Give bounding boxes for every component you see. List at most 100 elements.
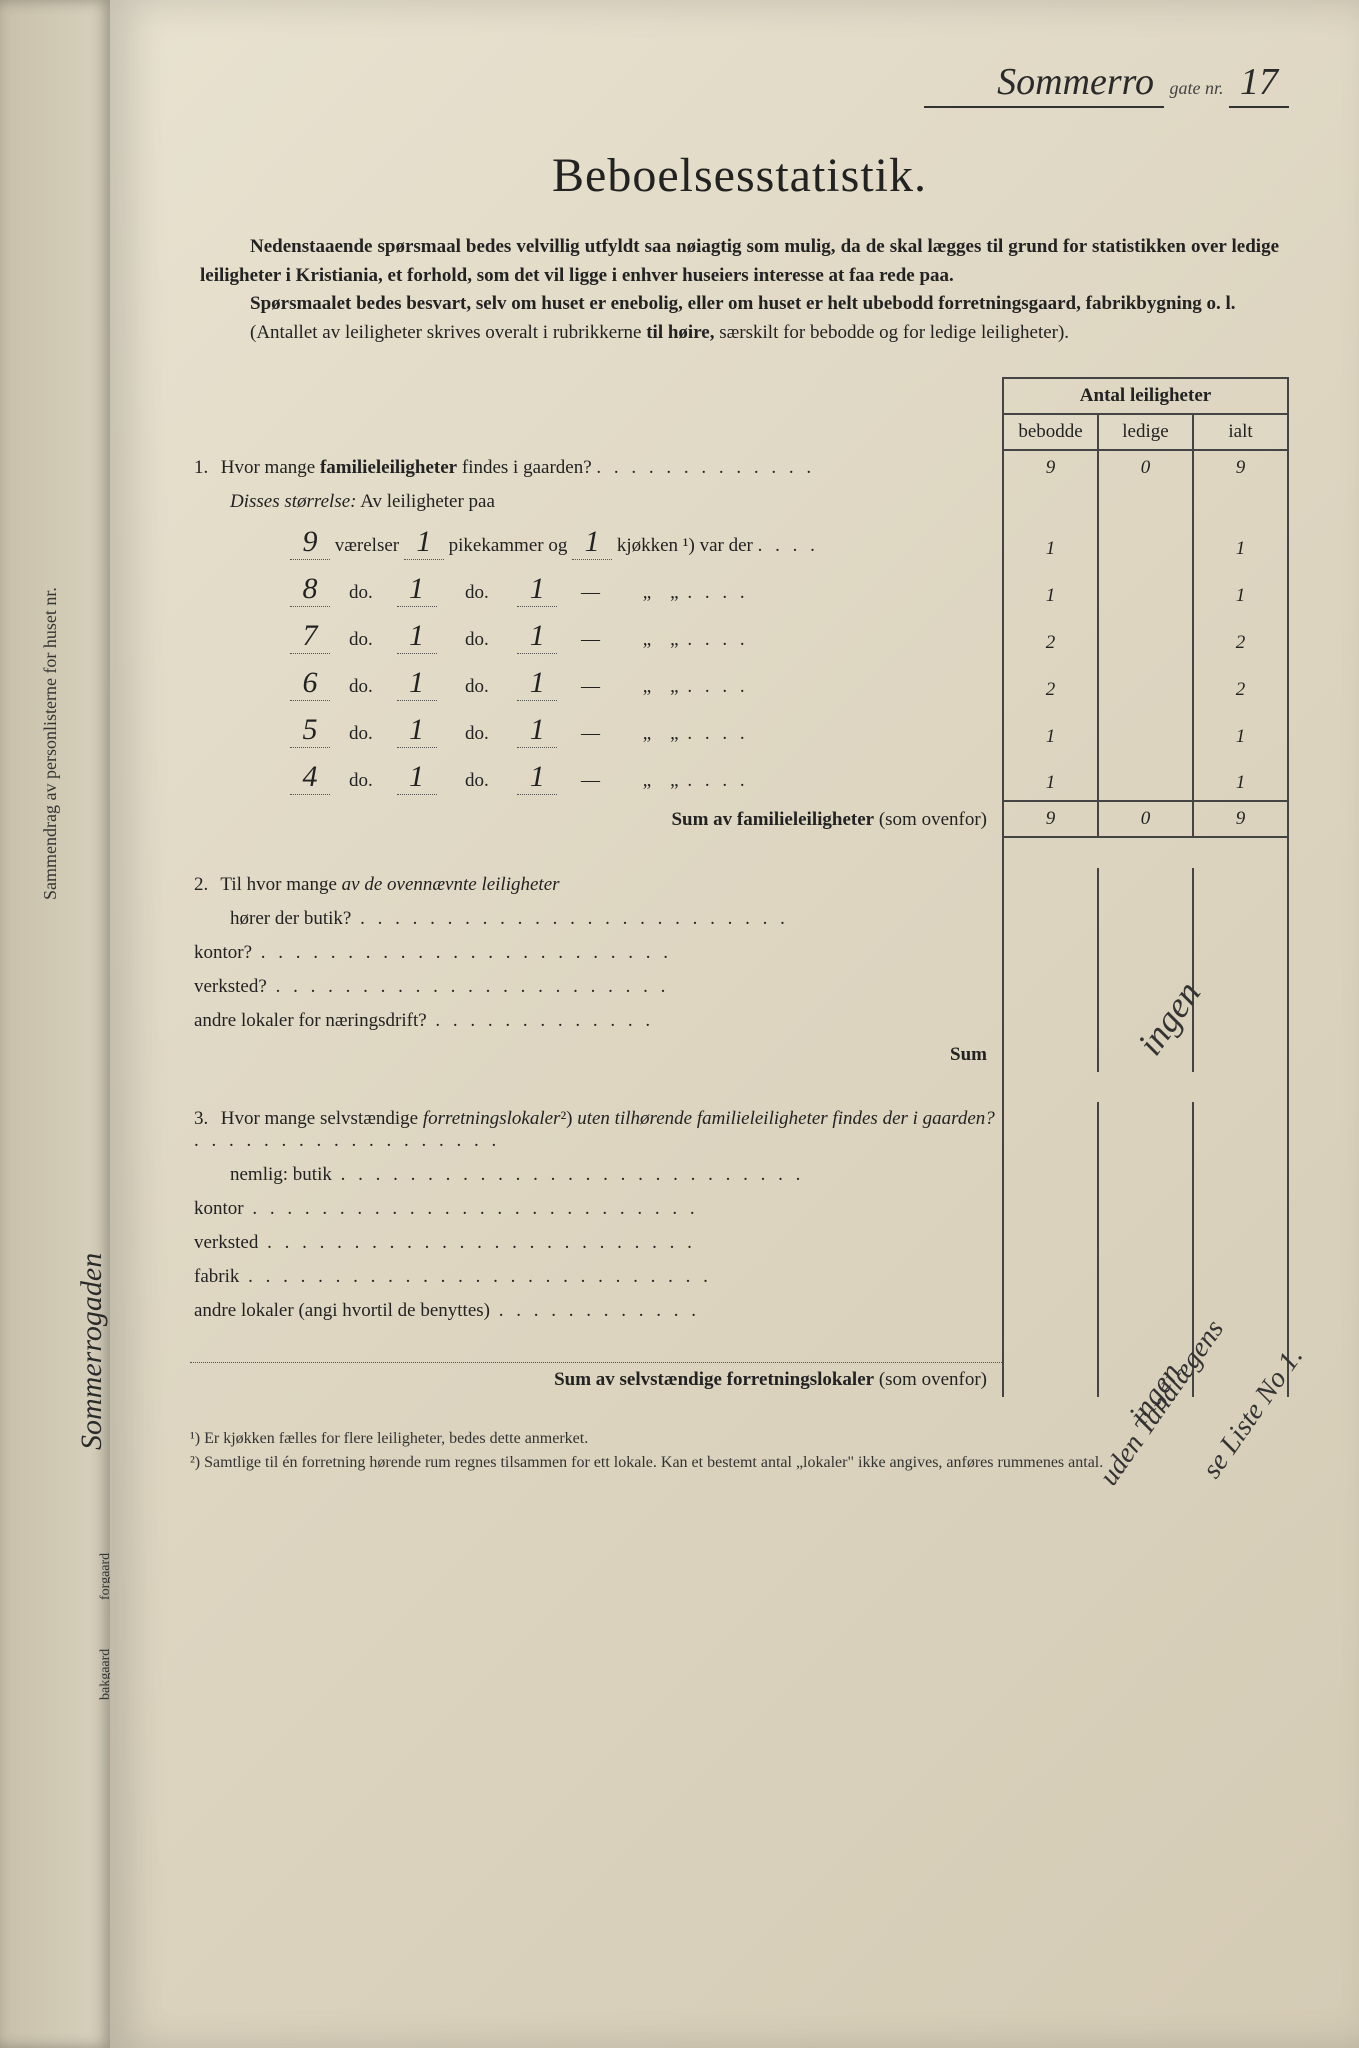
r0-vaer: 9 <box>290 525 330 560</box>
r1-u2: do. <box>465 582 489 603</box>
r0-u1: værelser <box>335 535 399 556</box>
r1-b: 1 <box>1003 566 1098 613</box>
r2-kjok: 1 <box>517 619 557 654</box>
intro-text: Nedenstaaende spørsmaal bedes velvillig … <box>200 233 1279 347</box>
r3-l <box>1098 660 1193 707</box>
q1-sumb: 9 <box>1003 801 1098 837</box>
header-bebodde: bebodde <box>1003 414 1098 450</box>
q1-sublabel: Disses størrelse: <box>230 491 357 512</box>
r3-u3: — <box>581 676 600 697</box>
r0-u3: kjøkken ¹) var der <box>617 535 753 556</box>
intro-p3b: til høire, <box>646 322 714 343</box>
r1-u1: do. <box>349 582 373 603</box>
r4-l <box>1098 707 1193 754</box>
size-row: 6 do. 1 do. 1 — „ „ . . . . 2 2 <box>190 660 1288 707</box>
q2-label: 2. <box>194 874 216 896</box>
main-table: Antal leiligheter bebodde ledige ialt 1.… <box>190 377 1289 1397</box>
r3-pike: 1 <box>397 666 437 701</box>
q1-label: 1. <box>194 457 216 479</box>
q1-tb: familieleiligheter <box>320 457 457 478</box>
intro-p3c: særskilt for bebodde og for ledige leili… <box>714 322 1069 343</box>
q1-tc: findes i gaarden? <box>457 457 592 478</box>
r0-u2: pikekammer og <box>449 535 568 556</box>
q2-r3: verksted? . . . . . . . . . . . . . . . … <box>190 970 1003 1004</box>
r1-l <box>1098 566 1193 613</box>
q3-r4: andre lokaler (angi hvortil de benyttes)… <box>190 1294 1003 1328</box>
r3-b: 2 <box>1003 660 1098 707</box>
document-page: Sommerro gate nr. 17 Beboelsesstatistik.… <box>110 0 1359 2048</box>
q1-sum-row: Sum av familieleiligheter (som ovenfor) … <box>190 801 1288 837</box>
r4-kjok: 1 <box>517 713 557 748</box>
q3-r2: verksted . . . . . . . . . . . . . . . .… <box>190 1226 1003 1260</box>
r2-l <box>1098 613 1193 660</box>
q1-row: 1. Hvor mange familieleiligheter findes … <box>190 450 1003 485</box>
r3-i: 2 <box>1193 660 1288 707</box>
r2-b: 2 <box>1003 613 1098 660</box>
header-ledige: ledige <box>1098 414 1193 450</box>
r4-u3: — <box>581 723 600 744</box>
r5-vaer: 4 <box>290 760 330 795</box>
r2-vaer: 7 <box>290 619 330 654</box>
q3-l1b: forretningslokaler <box>423 1108 561 1129</box>
size-row: 7 do. 1 do. 1 — „ „ . . . . 2 2 <box>190 613 1288 660</box>
header-line: Sommerro gate nr. 17 <box>190 60 1289 108</box>
r4-u2: do. <box>465 723 489 744</box>
r4-pike: 1 <box>397 713 437 748</box>
r0-i: 1 <box>1193 519 1288 566</box>
r4-u1: do. <box>349 723 373 744</box>
r5-b: 1 <box>1003 754 1098 801</box>
r5-pike: 1 <box>397 760 437 795</box>
r1-i: 1 <box>1193 566 1288 613</box>
r1-vaer: 8 <box>290 572 330 607</box>
q2-sum: Sum <box>950 1044 987 1065</box>
q3-l1d: uten tilhørende familieleiligheter finde… <box>577 1108 995 1129</box>
size-row: 8 do. 1 do. 1 — „ „ . . . . 1 1 <box>190 566 1288 613</box>
size-row: 4 do. 1 do. 1 — „ „ . . . . 1 1 <box>190 754 1288 801</box>
r4-vaer: 5 <box>290 713 330 748</box>
r5-u3: — <box>581 770 600 791</box>
intro-p2: Spørsmaalet bedes besvart, selv om huset… <box>250 293 1236 314</box>
r4-b: 1 <box>1003 707 1098 754</box>
header-antal: Antal leiligheter <box>1003 378 1288 414</box>
left-margin-strip: Sammendrag av personlisterne for huset n… <box>0 0 110 2048</box>
q3-r0: nemlig: butik . . . . . . . . . . . . . … <box>190 1158 1003 1192</box>
q2-r1: hører der butik? . . . . . . . . . . . .… <box>190 902 1003 936</box>
page-title: Beboelsesstatistik. <box>190 148 1289 203</box>
gate-number: 17 <box>1229 60 1289 108</box>
r0-kjok: 1 <box>572 525 612 560</box>
r0-l <box>1098 519 1193 566</box>
r3-u1: do. <box>349 676 373 697</box>
r0-pike: 1 <box>404 525 444 560</box>
size-row: 5 do. 1 do. 1 — „ „ . . . . 1 1 <box>190 707 1288 754</box>
r0-b: 1 <box>1003 519 1098 566</box>
q3-label: 3. <box>194 1108 216 1130</box>
r2-u1: do. <box>349 629 373 650</box>
dots: . . . . . . . . . . . . . <box>596 457 815 478</box>
intro-p3a: (Antallet av leiligheter skrives overalt… <box>250 322 646 343</box>
r1-kjok: 1 <box>517 572 557 607</box>
q1-bebodde: 9 <box>1003 450 1098 485</box>
gate-label: gate nr. <box>1170 78 1224 98</box>
q3-sumparen: (som ovenfor) <box>879 1369 987 1390</box>
r2-i: 2 <box>1193 613 1288 660</box>
margin-text-1: Sammendrag av personlisterne for huset n… <box>40 587 61 900</box>
r5-l <box>1098 754 1193 801</box>
q1-subtext: Av leiligheter paa <box>360 491 495 512</box>
r5-kjok: 1 <box>517 760 557 795</box>
q1-sumparen: (som ovenfor) <box>879 809 987 830</box>
r3-u2: do. <box>465 676 489 697</box>
q3-sumlabel: Sum av selvstændige forretningslokaler <box>554 1369 874 1390</box>
q1-ta: Hvor mange <box>221 457 320 478</box>
q1-ledige: 0 <box>1098 450 1193 485</box>
r5-u1: do. <box>349 770 373 791</box>
r5-i: 1 <box>1193 754 1288 801</box>
r2-pike: 1 <box>397 619 437 654</box>
intro-p1: Nedenstaaende spørsmaal bedes velvillig … <box>200 236 1279 286</box>
r3-vaer: 6 <box>290 666 330 701</box>
r2-u2: do. <box>465 629 489 650</box>
q1-sumi: 9 <box>1193 801 1288 837</box>
r2-u3: — <box>581 629 600 650</box>
q3-l1c: ²) <box>560 1108 577 1129</box>
q2-l1i: av de ovennævnte leiligheter <box>342 874 560 895</box>
q1-sumlabel: Sum av familieleiligheter <box>671 809 874 830</box>
